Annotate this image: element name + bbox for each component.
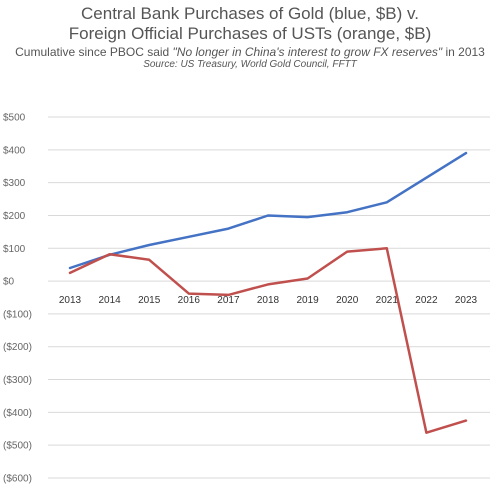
subtitle-suffix: in 2013 [442,45,485,59]
y-tick-label: ($500) [3,441,32,452]
x-tick-label: 2013 [59,295,82,306]
x-tick-label: 2023 [455,295,478,306]
y-tick-label: $500 [3,113,26,124]
chart-title-line-2: Foreign Official Purchases of USTs (oran… [68,24,432,43]
y-tick-label: ($600) [3,474,32,485]
y-tick-label: ($100) [3,309,32,320]
chart-source: Source: US Treasury, World Gold Council,… [143,59,357,70]
series-line-gold [68,151,468,270]
gridlines [48,116,490,479]
y-tick-label: $300 [3,178,26,189]
x-tick-label: 2018 [257,295,280,306]
x-tick-label: 2014 [98,295,121,306]
y-tick-label: $100 [3,244,26,255]
x-axis-labels: 2013 2014 2015 2016 2017 2018 2019 2020 2021 2022… [59,295,478,306]
x-tick-label: 2020 [336,295,359,306]
series-line-usts [68,247,468,434]
x-tick-label: 2015 [138,295,161,306]
series-lines [68,151,468,434]
x-tick-label: 2019 [296,295,319,306]
y-tick-label: $200 [3,211,26,222]
x-tick-label: 2021 [376,295,399,306]
y-tick-label: $400 [3,145,26,156]
x-tick-label: 2022 [415,295,438,306]
chart-subtitle: Cumulative since PBOC said "No longer in… [0,45,500,59]
chart-titles: Central Bank Purchases of Gold (blue, $B… [0,4,500,71]
y-tick-label: ($400) [3,408,32,419]
subtitle-prefix: Cumulative since PBOC said [15,45,173,59]
chart-title-line-1: Central Bank Purchases of Gold (blue, $B… [81,4,419,23]
y-axis-labels: $500 $400 $300 $200 $100 $0 ($100) ($200) ($300)… [3,113,32,485]
subtitle-quote: "No longer in China's interest to grow F… [172,45,443,59]
y-tick-label: ($300) [3,375,32,386]
y-tick-label: ($200) [3,342,32,353]
x-tick-label: 2016 [178,295,201,306]
x-tick-label: 2017 [217,295,240,306]
y-tick-label: $0 [3,277,15,288]
